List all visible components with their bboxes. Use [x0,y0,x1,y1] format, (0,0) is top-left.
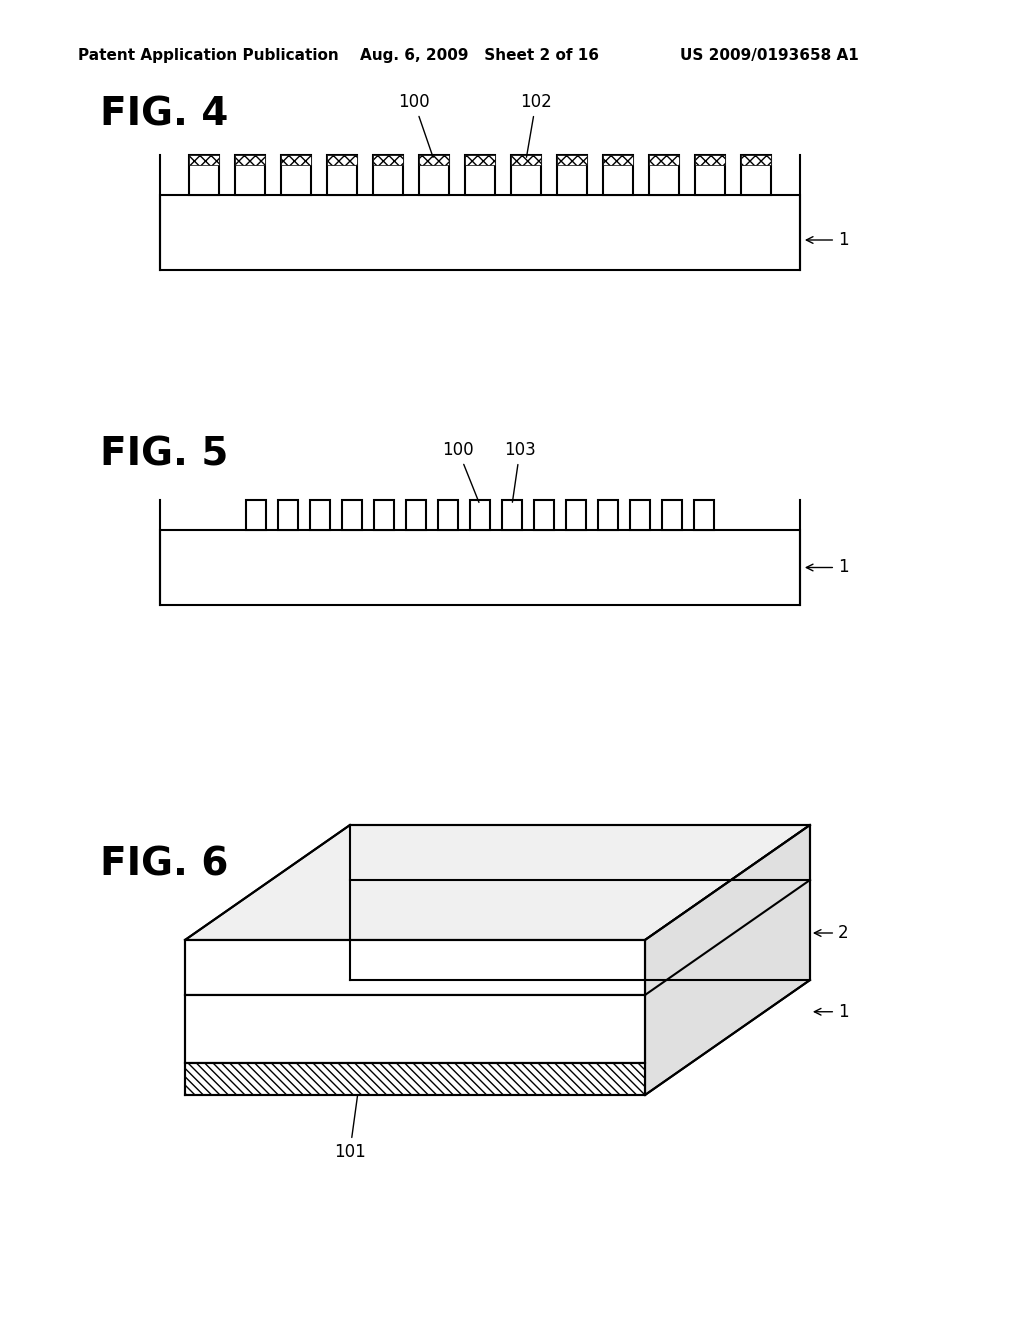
Bar [234,154,265,195]
Bar [327,154,357,195]
Text: Aug. 6, 2009   Sheet 2 of 16: Aug. 6, 2009 Sheet 2 of 16 [360,48,599,63]
Bar [695,154,725,165]
Text: FIG. 6: FIG. 6 [100,845,228,883]
Bar [511,154,541,195]
Bar [419,154,449,165]
Text: Patent Application Publication: Patent Application Publication [78,48,339,63]
Bar [566,500,586,531]
Bar [603,154,633,195]
Bar [419,154,449,195]
Text: 1: 1 [806,558,849,577]
Bar [465,154,495,195]
Bar [662,500,682,531]
Bar [438,500,458,531]
Bar [470,500,490,531]
Bar [310,500,330,531]
Bar [189,154,219,165]
Text: 101: 101 [334,1082,366,1162]
Bar [373,154,403,165]
Bar [185,995,645,1063]
Text: 1: 1 [814,1003,849,1020]
Bar [185,1063,645,1096]
Bar [630,500,650,531]
Text: FIG. 5: FIG. 5 [100,436,228,473]
Text: 100: 100 [398,92,433,157]
Text: 1: 1 [806,231,849,249]
Bar [557,154,587,195]
Bar [511,154,541,165]
Bar [185,940,645,995]
Bar [598,500,618,531]
Bar [342,500,362,531]
Bar [374,500,394,531]
Bar [649,154,679,165]
Bar [534,500,554,531]
Polygon shape [645,825,810,1096]
Bar [281,154,311,195]
Bar [327,154,357,165]
Bar [160,195,800,271]
Bar [246,500,266,531]
Text: 103: 103 [504,441,536,502]
Bar [465,154,495,165]
Bar [694,500,714,531]
Polygon shape [185,825,810,940]
Text: 2: 2 [814,924,849,942]
Bar [281,154,311,165]
Bar [603,154,633,165]
Bar [160,531,800,605]
Text: 102: 102 [520,92,552,157]
Bar [741,154,771,195]
Bar [557,154,587,165]
Text: 100: 100 [442,441,479,503]
Text: US 2009/0193658 A1: US 2009/0193658 A1 [680,48,859,63]
Text: FIG. 4: FIG. 4 [100,95,228,133]
Bar [649,154,679,195]
Bar [234,154,265,165]
Bar [373,154,403,195]
Bar [695,154,725,195]
Bar [502,500,522,531]
Bar [278,500,298,531]
Bar [406,500,426,531]
Bar [741,154,771,165]
Bar [189,154,219,195]
